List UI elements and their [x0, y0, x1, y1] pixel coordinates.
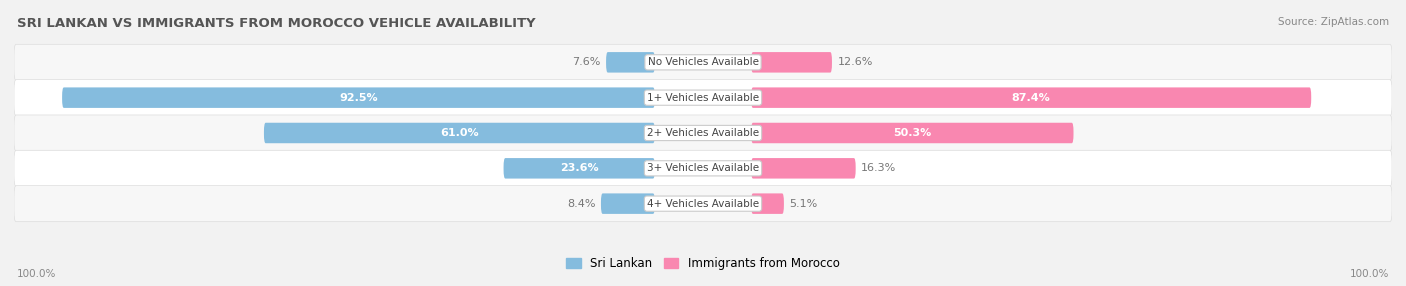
Text: 7.6%: 7.6% — [572, 57, 600, 67]
FancyBboxPatch shape — [62, 88, 655, 108]
Legend: Sri Lankan, Immigrants from Morocco: Sri Lankan, Immigrants from Morocco — [562, 252, 844, 275]
Text: 3+ Vehicles Available: 3+ Vehicles Available — [647, 163, 759, 173]
Text: 92.5%: 92.5% — [339, 93, 378, 103]
FancyBboxPatch shape — [600, 193, 655, 214]
FancyBboxPatch shape — [14, 150, 1392, 186]
Text: 4+ Vehicles Available: 4+ Vehicles Available — [647, 199, 759, 209]
FancyBboxPatch shape — [751, 52, 832, 73]
FancyBboxPatch shape — [14, 115, 1392, 151]
Text: Source: ZipAtlas.com: Source: ZipAtlas.com — [1278, 17, 1389, 27]
Text: 2+ Vehicles Available: 2+ Vehicles Available — [647, 128, 759, 138]
Text: 16.3%: 16.3% — [860, 163, 897, 173]
Text: 100.0%: 100.0% — [17, 269, 56, 279]
Text: 1+ Vehicles Available: 1+ Vehicles Available — [647, 93, 759, 103]
FancyBboxPatch shape — [606, 52, 655, 73]
Text: 61.0%: 61.0% — [440, 128, 478, 138]
FancyBboxPatch shape — [14, 44, 1392, 80]
FancyBboxPatch shape — [264, 123, 655, 143]
Text: 8.4%: 8.4% — [567, 199, 596, 209]
FancyBboxPatch shape — [14, 186, 1392, 222]
Text: 50.3%: 50.3% — [893, 128, 932, 138]
Text: SRI LANKAN VS IMMIGRANTS FROM MOROCCO VEHICLE AVAILABILITY: SRI LANKAN VS IMMIGRANTS FROM MOROCCO VE… — [17, 17, 536, 30]
Text: No Vehicles Available: No Vehicles Available — [648, 57, 758, 67]
Text: 100.0%: 100.0% — [1350, 269, 1389, 279]
Text: 12.6%: 12.6% — [838, 57, 873, 67]
Text: 87.4%: 87.4% — [1012, 93, 1050, 103]
FancyBboxPatch shape — [751, 88, 1312, 108]
FancyBboxPatch shape — [751, 158, 856, 178]
FancyBboxPatch shape — [14, 80, 1392, 116]
Text: 5.1%: 5.1% — [789, 199, 818, 209]
FancyBboxPatch shape — [503, 158, 655, 178]
FancyBboxPatch shape — [751, 193, 785, 214]
FancyBboxPatch shape — [751, 123, 1074, 143]
Text: 23.6%: 23.6% — [560, 163, 599, 173]
